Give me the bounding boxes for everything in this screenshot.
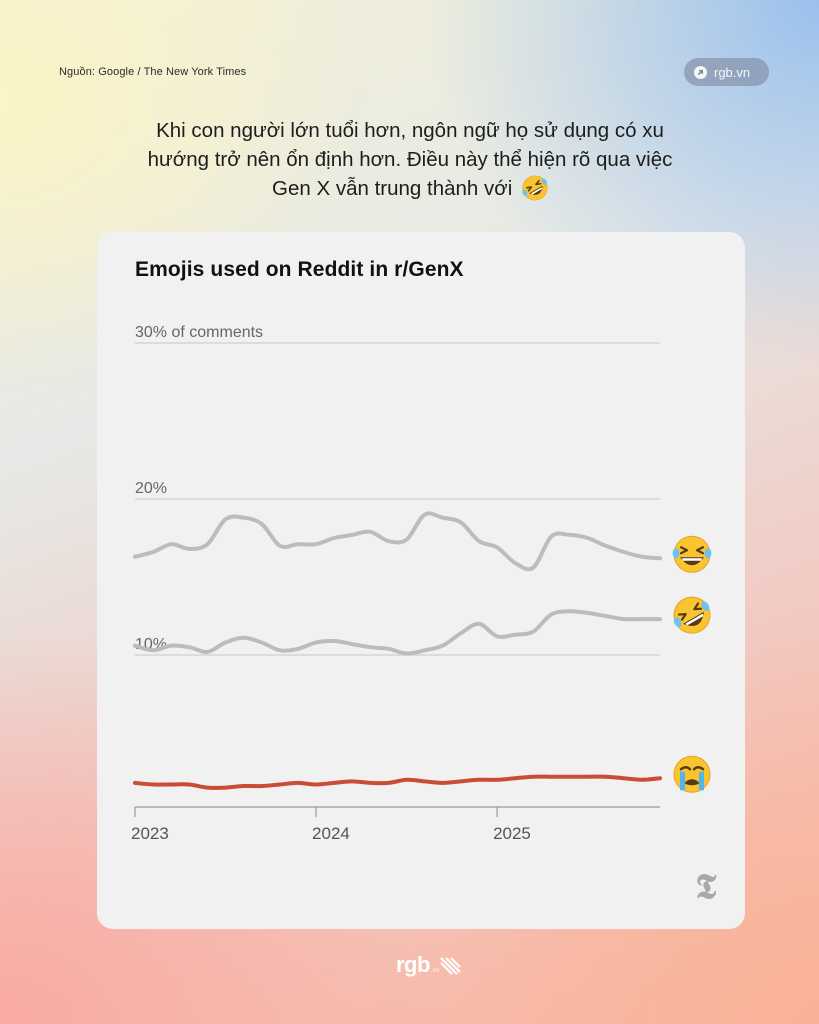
x-tick-label: 2023 [131, 824, 169, 843]
footer-logo-sub: .vn [430, 968, 439, 974]
headline-text: Khi con người lớn tuổi hơn, ngôn ngữ họ … [147, 119, 673, 200]
loudly-crying-face-emoji [673, 755, 711, 793]
x-tick-label: 2024 [312, 824, 350, 843]
rgb-link-button[interactable]: rgb.vn [684, 58, 769, 86]
x-axis: 2023 2024 2025 [131, 806, 660, 843]
series-line-rolling-on-floor-laughing [133, 609, 662, 656]
face-with-tears-of-joy-emoji [672, 535, 712, 573]
line-chart: 10%20%30% of comments 2023 2024 2025 [131, 324, 712, 843]
chart-title: Emojis used on Reddit in r/GenX [135, 258, 464, 281]
rolling-on-floor-laughing-emoji [673, 596, 711, 634]
headline: Khi con người lớn tuổi hơn, ngôn ngữ họ … [130, 116, 690, 209]
stripes-icon [440, 957, 461, 975]
series-emojis [672, 535, 712, 793]
series-line-loudly-crying-face [133, 774, 662, 790]
rolling-on-floor-laughing-emoji [522, 175, 548, 209]
x-tick-label: 2025 [493, 824, 531, 843]
y-tick-label: 20% [135, 480, 167, 497]
source-credit: Nguồn: Google / The New York Times [59, 66, 247, 78]
rgb-link-label: rgb.vn [714, 64, 751, 80]
chart-card: Emojis used on Reddit in r/GenX 10% 20% 30… [97, 232, 745, 929]
footer-logo-word: rgb [396, 952, 430, 977]
y-tick-label: 30% of comments [135, 324, 263, 341]
arrow-up-right-icon [694, 65, 707, 79]
series-lines [133, 511, 662, 790]
nyt-logo: 𝕿 [695, 867, 717, 907]
gridlines: 10%20%30% of comments [135, 324, 660, 656]
rgb-footer-logo: rgb .vn [396, 954, 461, 976]
series-line-face-with-tears-of-joy [133, 511, 662, 572]
